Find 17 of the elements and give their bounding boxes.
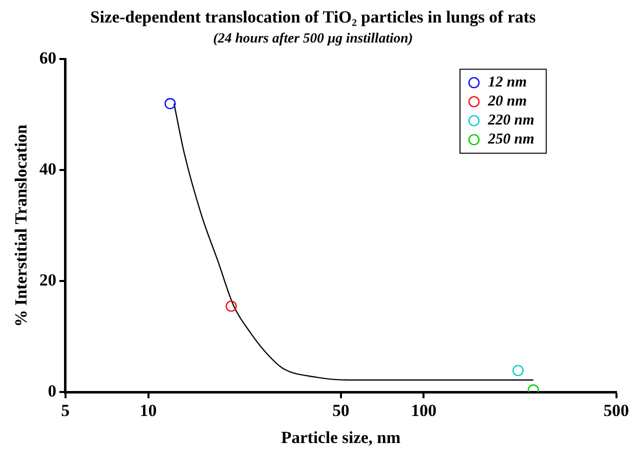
y-tick-label: 40 [39,160,56,179]
legend-label: 20 nm [486,94,527,110]
chart-subtitle: (24 hours after 500 µg instillation) [213,31,413,46]
chart-title: Size-dependent translocation of TiO₂ particles in lungs of rats [90,8,536,27]
legend-label: 12 nm [488,74,527,91]
x-tick-label: 50 [332,400,350,420]
x-axis-title: Particle size, nm [281,428,401,448]
y-axis-title: % Interstitial Translocation [12,124,31,327]
legend-label: 220 nm [486,112,534,129]
y-tick-label: 60 [39,48,56,68]
x-tick-label: 500 [604,400,629,420]
y-tick-label: 20 [39,270,56,290]
x-tick-label: 100 [410,400,436,420]
x-tick-label: 10 [140,400,157,420]
x-tick-label: 5 [61,400,70,420]
y-tick-label: 0 [48,382,56,401]
legend-label: 250 nm [486,132,534,148]
